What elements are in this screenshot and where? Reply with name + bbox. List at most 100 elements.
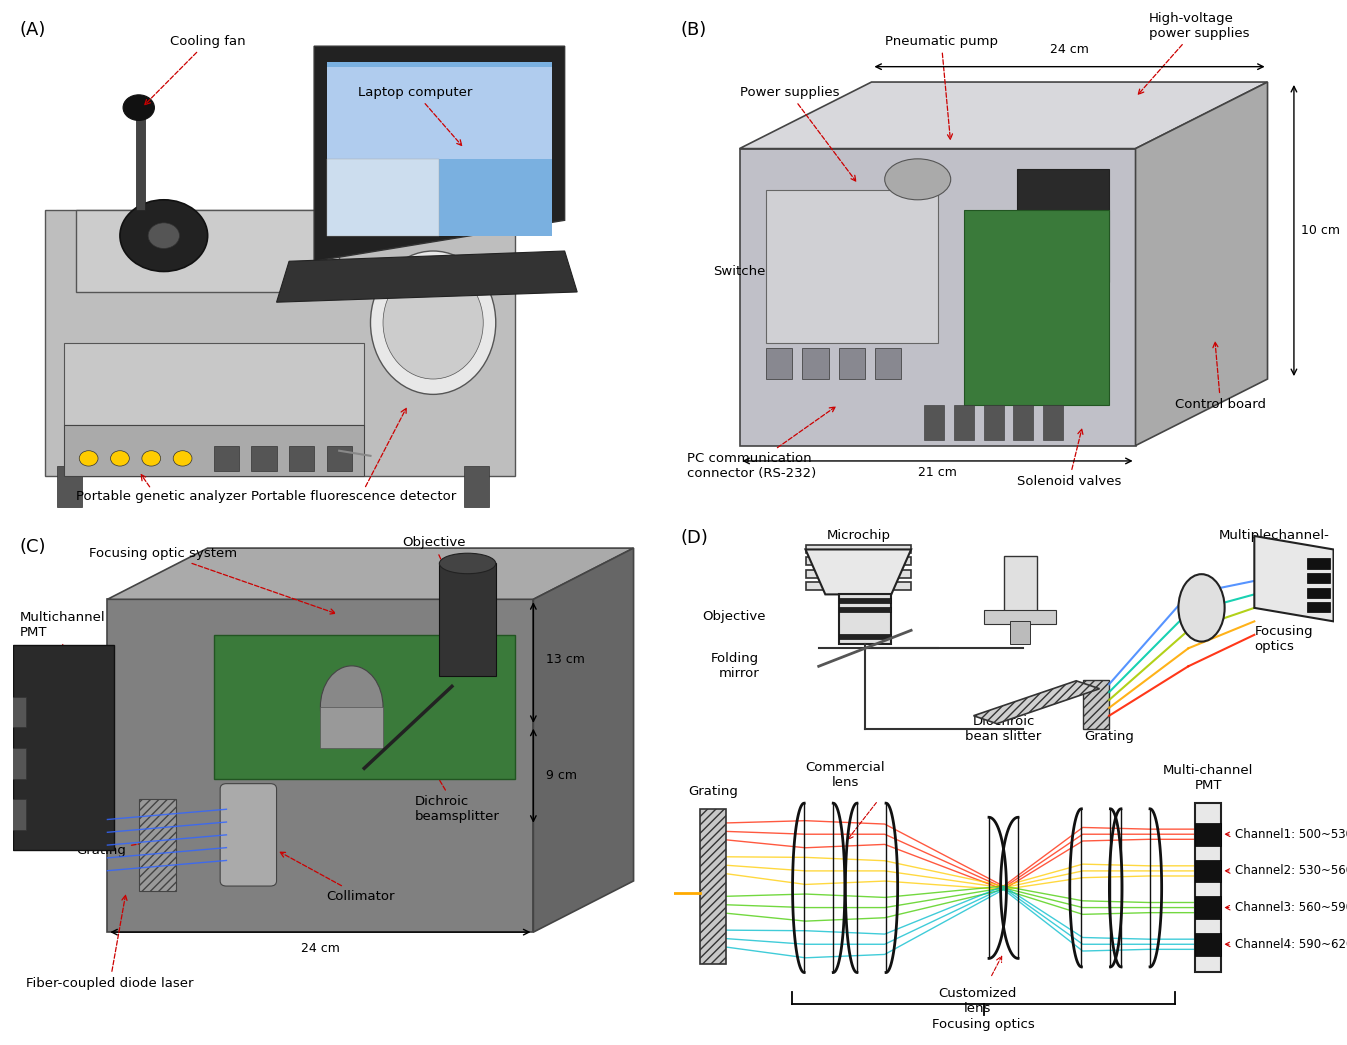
- Text: Laptop computer: Laptop computer: [358, 86, 473, 145]
- Circle shape: [123, 95, 155, 120]
- Text: High-voltage
power supplies: High-voltage power supplies: [1138, 11, 1249, 94]
- Bar: [136, 118, 145, 210]
- Text: Customized
lens: Customized lens: [938, 986, 1016, 1015]
- Text: Channel3: 560~590nm: Channel3: 560~590nm: [1226, 901, 1347, 914]
- Text: Pneumatic pump: Pneumatic pump: [885, 34, 998, 139]
- Polygon shape: [276, 251, 578, 302]
- Circle shape: [79, 450, 98, 466]
- Bar: [439, 563, 496, 676]
- Bar: [327, 445, 352, 471]
- Text: 21 cm: 21 cm: [919, 466, 956, 479]
- Bar: [838, 633, 892, 640]
- Text: PC communication
connector (RS-232): PC communication connector (RS-232): [687, 408, 835, 480]
- Polygon shape: [533, 548, 633, 932]
- Bar: [139, 799, 176, 891]
- Text: Commercial
lens: Commercial lens: [806, 761, 885, 789]
- Bar: [1004, 556, 1037, 612]
- Bar: [1, 748, 26, 779]
- Bar: [1043, 404, 1063, 441]
- Polygon shape: [1136, 82, 1268, 445]
- FancyBboxPatch shape: [44, 210, 515, 477]
- Text: Portable fluorescence detector: Portable fluorescence detector: [252, 490, 457, 504]
- Ellipse shape: [1179, 574, 1224, 642]
- Bar: [838, 598, 892, 603]
- Bar: [803, 348, 828, 379]
- Bar: [321, 706, 383, 748]
- Bar: [1195, 933, 1222, 955]
- Bar: [75, 210, 339, 292]
- Polygon shape: [740, 82, 1268, 148]
- Bar: [1195, 823, 1222, 845]
- Bar: [806, 570, 911, 578]
- Ellipse shape: [383, 266, 484, 379]
- Text: 24 cm: 24 cm: [300, 943, 339, 955]
- Polygon shape: [806, 550, 911, 595]
- Bar: [838, 595, 892, 644]
- Text: Grating: Grating: [688, 785, 738, 797]
- Bar: [1195, 897, 1222, 919]
- Bar: [838, 348, 865, 379]
- Bar: [465, 466, 489, 507]
- Polygon shape: [740, 148, 1136, 445]
- Bar: [954, 404, 974, 441]
- Text: (C): (C): [20, 538, 46, 556]
- Text: Channel1: 500~530nm: Channel1: 500~530nm: [1226, 828, 1347, 841]
- Bar: [1017, 169, 1109, 282]
- Bar: [214, 445, 238, 471]
- Text: Focusing optics: Focusing optics: [932, 1018, 1034, 1030]
- Polygon shape: [1254, 536, 1334, 622]
- Text: Objective: Objective: [401, 536, 465, 580]
- Bar: [1195, 860, 1222, 882]
- Circle shape: [110, 450, 129, 466]
- Bar: [1010, 622, 1030, 644]
- Bar: [1, 697, 26, 727]
- Bar: [327, 159, 439, 235]
- Polygon shape: [108, 600, 533, 932]
- Circle shape: [174, 450, 193, 466]
- Ellipse shape: [439, 553, 496, 574]
- Text: Portable genetic analyzer: Portable genetic analyzer: [75, 490, 247, 504]
- Text: Diochroic
bean slitter: Diochroic bean slitter: [966, 715, 1041, 743]
- Bar: [964, 210, 1109, 404]
- Text: (D): (D): [680, 529, 709, 548]
- Bar: [874, 348, 901, 379]
- Bar: [63, 343, 364, 425]
- Text: Objective: Objective: [702, 610, 766, 624]
- Bar: [327, 67, 552, 159]
- Ellipse shape: [885, 159, 951, 200]
- Text: Collimator: Collimator: [280, 853, 395, 903]
- Bar: [924, 404, 944, 441]
- Text: Folding
mirror: Folding mirror: [711, 652, 760, 680]
- Bar: [1083, 680, 1109, 729]
- Polygon shape: [974, 680, 1099, 724]
- Text: Multichannel
PMT: Multichannel PMT: [20, 611, 105, 723]
- Text: Multi-channel
PMT: Multi-channel PMT: [1162, 764, 1253, 792]
- Circle shape: [120, 200, 207, 272]
- Text: (A): (A): [20, 21, 46, 39]
- Bar: [1195, 804, 1222, 973]
- Bar: [13, 646, 113, 851]
- Text: Channel4: 590~620nm: Channel4: 590~620nm: [1226, 937, 1347, 951]
- Ellipse shape: [321, 666, 383, 748]
- Bar: [806, 545, 911, 553]
- Text: (B): (B): [680, 21, 706, 39]
- Bar: [1307, 558, 1331, 568]
- Bar: [1013, 404, 1033, 441]
- Bar: [252, 445, 276, 471]
- Polygon shape: [108, 548, 633, 600]
- Text: Fiber-coupled diode laser: Fiber-coupled diode laser: [26, 896, 194, 990]
- Text: 13 cm: 13 cm: [546, 653, 585, 666]
- Text: 10 cm: 10 cm: [1300, 224, 1339, 237]
- Text: Solenoid valves: Solenoid valves: [1017, 429, 1121, 488]
- Bar: [838, 607, 892, 612]
- Bar: [766, 189, 938, 343]
- Text: 9 cm: 9 cm: [546, 769, 577, 783]
- Text: Cooling fan: Cooling fan: [145, 34, 245, 104]
- Text: Focusing
optics: Focusing optics: [1254, 625, 1313, 653]
- Text: Microchip: Microchip: [826, 529, 890, 542]
- Bar: [700, 809, 726, 963]
- Text: Focusing optic system: Focusing optic system: [89, 547, 335, 614]
- Bar: [58, 466, 82, 507]
- Text: Grating: Grating: [75, 839, 160, 857]
- Bar: [1, 799, 26, 830]
